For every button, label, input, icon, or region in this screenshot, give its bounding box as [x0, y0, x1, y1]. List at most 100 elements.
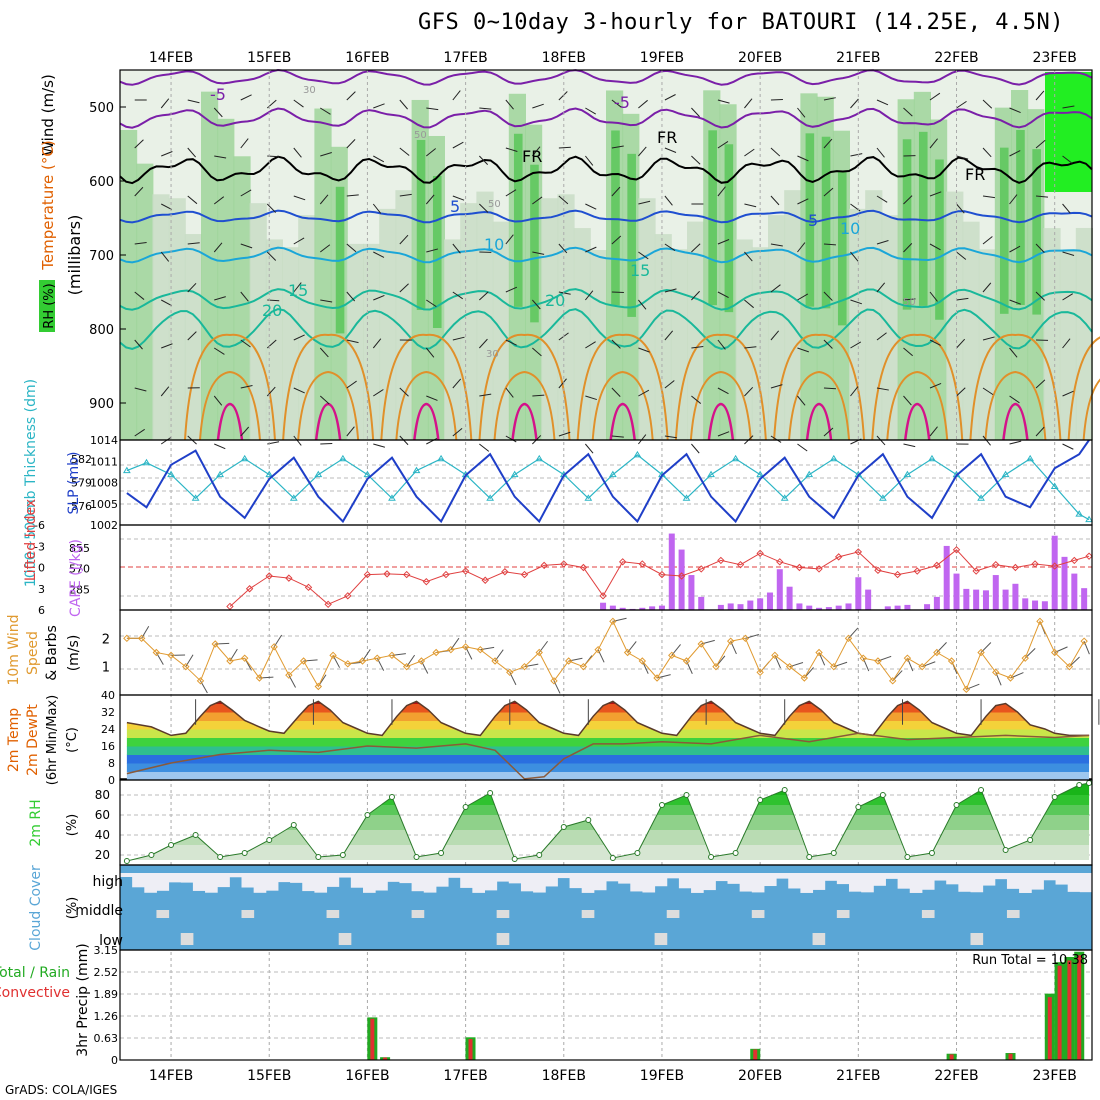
- thickness-series-point: [829, 454, 838, 462]
- cloud-clear-high: [982, 873, 996, 886]
- wind-barb: [531, 299, 541, 310]
- rh-shading: [670, 249, 688, 440]
- thickness-series-point: [682, 494, 691, 501]
- cape-bar: [865, 589, 872, 610]
- cloud-clear-mid: [836, 910, 850, 918]
- wind-barb: [452, 141, 464, 149]
- isotherm-25: [1067, 336, 1100, 441]
- thickness-series-point: [314, 470, 323, 478]
- rh-shading: [902, 139, 912, 310]
- wind-barb: [1009, 395, 1020, 404]
- temp2m-series: [126, 700, 1090, 737]
- lifted-index-series-point: [874, 566, 882, 575]
- wind-barb: [982, 282, 992, 293]
- rh2m-series-point: [511, 856, 518, 862]
- wind-barb: [372, 203, 382, 214]
- wind-barb: [982, 336, 995, 341]
- cape-bar: [639, 607, 646, 610]
- ylabel-2m-temp: 2m Temp: [6, 708, 22, 772]
- precip-convective-bar: [1047, 997, 1052, 1060]
- cloud-clear-low: [338, 933, 352, 945]
- lifted-index-series-point: [736, 560, 745, 569]
- wind-barb: [505, 286, 518, 293]
- wind-barb: [293, 147, 302, 158]
- wind-barb: [744, 386, 754, 397]
- cape-bar: [835, 605, 842, 610]
- cloud-clear-high: [277, 873, 291, 883]
- rh2m-series-point: [315, 854, 322, 860]
- lifted-tick: 6: [38, 604, 45, 617]
- precip-tick: 0: [111, 1054, 118, 1067]
- wind-barb: [717, 387, 729, 395]
- rh-shading: [249, 203, 267, 440]
- wind10-series-point: [623, 648, 632, 657]
- wind-barb: [426, 395, 438, 401]
- cloud-clear-high: [751, 873, 765, 893]
- cape-bar: [1061, 556, 1068, 610]
- cloud-clear-high: [618, 873, 631, 884]
- rh-shading: [805, 133, 815, 307]
- ylabel-2m-dewpt: 2m DewPt: [25, 704, 41, 776]
- wind10-series-point: [888, 677, 897, 685]
- wind-barb: [161, 343, 173, 349]
- lifted-index-series-point: [992, 560, 1000, 569]
- thickness-series-point: [486, 494, 495, 501]
- rh-band: [126, 805, 1090, 815]
- rh-shading: [946, 191, 964, 440]
- wind-barb: [346, 243, 357, 253]
- lifted-index-series-point: [795, 563, 804, 572]
- rh-shading: [849, 208, 867, 440]
- cape-bar: [953, 573, 960, 610]
- cloud-clear-high: [836, 873, 850, 885]
- wind10-series-point: [697, 640, 705, 648]
- wind-barb: [929, 92, 941, 101]
- wind10-series-point: [270, 643, 278, 651]
- cloud-clear-high: [472, 873, 485, 893]
- rh-shading: [541, 198, 559, 440]
- wind-barb: [320, 442, 333, 445]
- wind-barb: [346, 339, 359, 344]
- wind-barb: [161, 203, 173, 210]
- cloud-clear-high: [350, 873, 364, 888]
- wind-barb: [373, 443, 385, 448]
- thickness-tick: 576: [71, 500, 92, 513]
- wind-barb: [797, 198, 809, 205]
- cape-bar: [1012, 583, 1019, 610]
- wind-barb: [373, 103, 385, 109]
- footer-credit: GrADS: COLA/IGES: [5, 1083, 118, 1097]
- thickness-series-point: [584, 494, 593, 501]
- cape-bar: [717, 604, 724, 610]
- wind-barb: [929, 138, 938, 149]
- slp-tick: 1008: [90, 477, 118, 490]
- wind10-series-point: [152, 648, 161, 657]
- lifted-index-series-point: [265, 572, 273, 580]
- thickness-series: [126, 454, 1090, 521]
- wind-barb: [452, 378, 462, 389]
- wind-barb: [584, 443, 594, 454]
- thickness-series-point: [1050, 482, 1059, 489]
- cloud-clear-high: [715, 873, 728, 882]
- contour-label: -5: [614, 93, 630, 112]
- wind-barb: [584, 290, 594, 301]
- cloud-clear-high: [423, 873, 437, 893]
- cloud-clear-high: [302, 873, 315, 892]
- cloud-clear-high: [1055, 873, 1069, 885]
- wind-barb: [638, 200, 651, 205]
- wind-barb: [479, 291, 489, 301]
- isotherm-35: [1002, 402, 1029, 441]
- wind-barb: [797, 155, 809, 162]
- rh2m-series-point: [1051, 794, 1058, 800]
- wind-barb: [399, 99, 408, 110]
- wind-barb: [558, 431, 571, 437]
- day-label-bottom: 21FEB: [836, 1068, 880, 1084]
- wind10-series-point: [211, 640, 219, 648]
- wind-barb: [744, 299, 754, 309]
- wind-barb: [346, 291, 356, 302]
- thickness-series-point: [633, 450, 642, 458]
- lifted-index-series-point: [363, 570, 372, 579]
- wind-barb: [213, 107, 223, 118]
- ylabel-cape: CAPE (J/kg): [68, 539, 84, 617]
- wind-barb: [691, 345, 704, 349]
- wind-barb: [240, 138, 249, 149]
- contour-label: 30: [303, 85, 316, 96]
